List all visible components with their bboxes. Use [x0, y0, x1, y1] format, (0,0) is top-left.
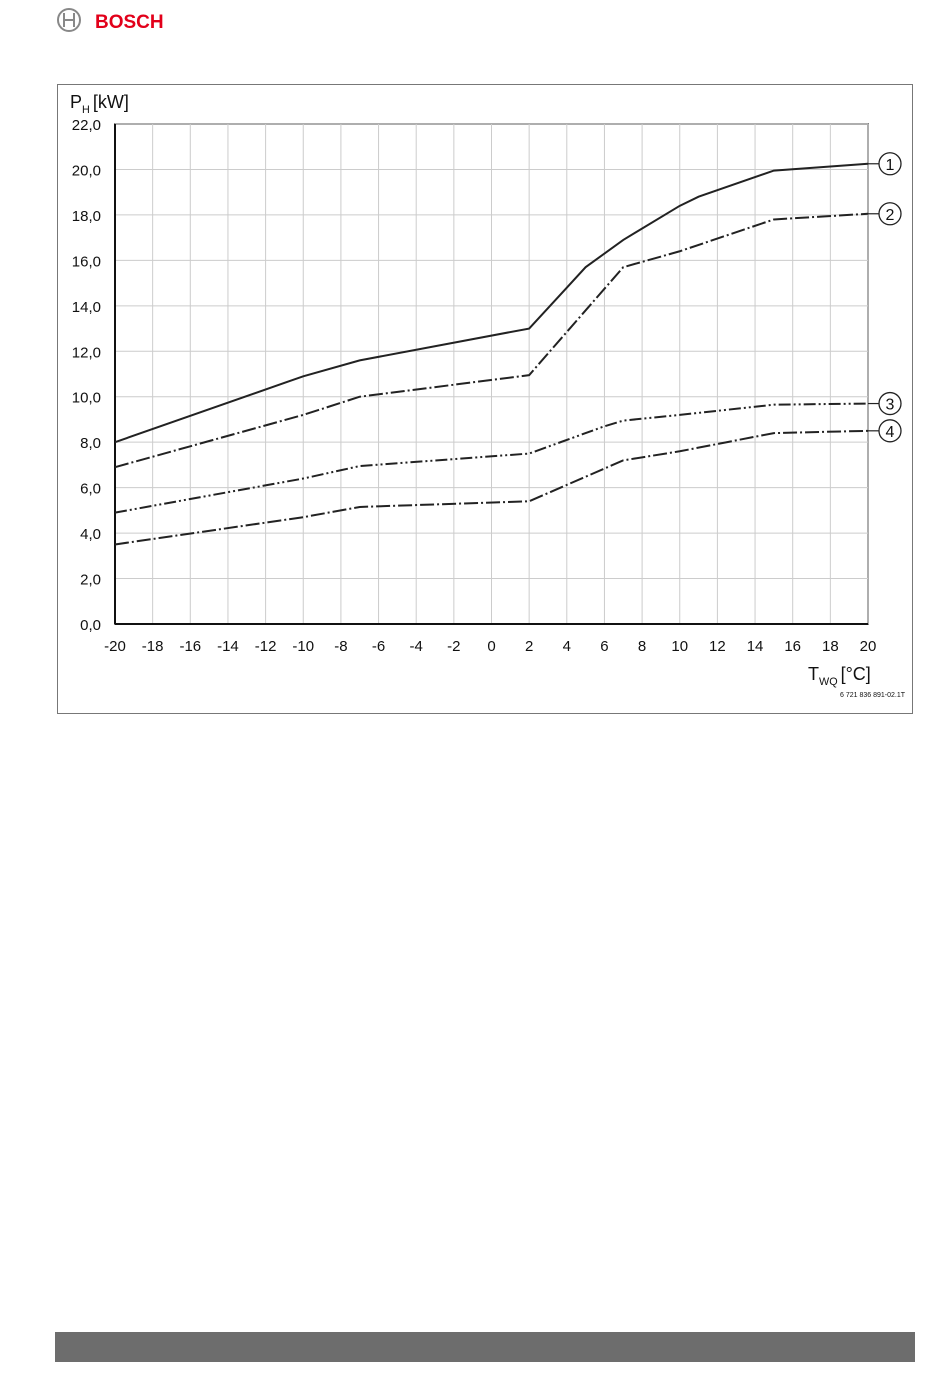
chart: 0,0 2,0 4,0 6,0 8,0 10,0 12,0 14,0 16,0 18,0 20,0 2… [70, 92, 906, 699]
x-tick-label: 0 [487, 638, 495, 655]
axis-label-symbol: P [70, 92, 82, 112]
x-tick-label: 4 [563, 638, 571, 655]
x-tick-label: -12 [255, 638, 277, 655]
y-tick-label: 0,0 [80, 617, 101, 634]
x-tick-label: -20 [104, 638, 126, 655]
y-tick-label: 16,0 [72, 253, 101, 270]
logo-mark [57, 8, 81, 32]
legend-marker [878, 391, 902, 416]
axis-label-unit: [kW] [93, 92, 129, 112]
y-tick-label: 8,0 [80, 435, 101, 452]
x-tick-label: 20 [860, 638, 877, 655]
legend-marker [878, 152, 902, 176]
series-line [114, 212, 869, 469]
legend-label: 2 [886, 207, 895, 224]
axis-label: TWQ [°C] [808, 664, 871, 688]
x-tick-label: 18 [822, 638, 839, 655]
x-tick-label: 2 [525, 638, 533, 655]
x-tick-label: -18 [142, 638, 164, 655]
x-tick-label: 6 [600, 638, 608, 655]
series-line [114, 402, 869, 514]
series-line [114, 162, 869, 444]
x-tick-label: 14 [747, 638, 764, 655]
y-tick-label: 10,0 [72, 390, 101, 407]
axis-label-subscript: H [82, 104, 90, 116]
x-tick-label: -8 [334, 638, 347, 655]
y-tick-label: 2,0 [80, 572, 101, 589]
legend-label: 1 [886, 157, 895, 174]
logo: BOSCH [57, 8, 164, 33]
x-tick-label: 8 [638, 638, 646, 655]
axis-label: PH [kW] [70, 92, 129, 116]
legend-marker [878, 202, 902, 226]
y-tick-label: 20,0 [72, 162, 101, 179]
x-tick-label: 12 [709, 638, 726, 655]
x-tick-label: -6 [372, 638, 385, 655]
brand: BOSCH [95, 12, 164, 33]
x-tick-label: -2 [447, 638, 460, 655]
x-tick-label: -10 [292, 638, 314, 655]
legend-label: 3 [886, 397, 895, 414]
y-tick-label: 14,0 [72, 299, 101, 316]
figure-frame [57, 84, 913, 714]
x-tick-label: 16 [784, 638, 801, 655]
footer-bar [55, 1332, 915, 1362]
y-tick-label: 18,0 [72, 208, 101, 225]
axis-label-symbol: T [808, 664, 819, 684]
axis-label-subscript: WQ [819, 676, 838, 688]
x-tick-label: -4 [410, 638, 423, 655]
legend-marker [878, 419, 902, 443]
figure-code: 6 721 836 891-02.1T [840, 692, 906, 699]
series-line [114, 429, 869, 546]
x-tick-label: 10 [671, 638, 688, 655]
logo-mark [63, 13, 75, 27]
y-tick-label: 4,0 [80, 526, 101, 543]
y-tick-label: 12,0 [72, 344, 101, 361]
y-tick-label: 6,0 [80, 481, 101, 498]
y-tick-label: 22,0 [72, 117, 101, 134]
legend-label: 4 [886, 424, 895, 441]
axis-label-unit: [°C] [841, 664, 871, 684]
x-tick-label: -16 [179, 638, 201, 655]
x-tick-label: -14 [217, 638, 239, 655]
